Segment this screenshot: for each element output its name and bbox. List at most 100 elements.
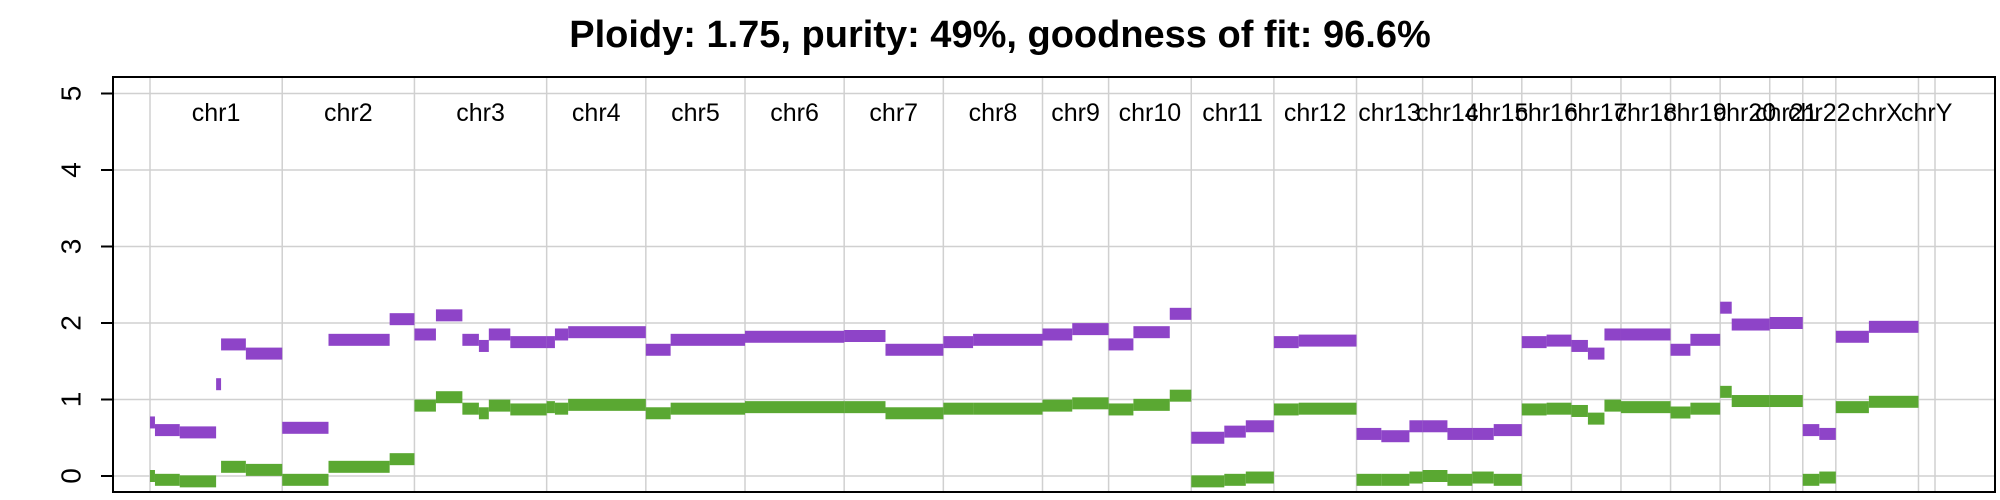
total-copy-segment	[414, 328, 436, 341]
minor-copy-segment	[1802, 473, 1820, 486]
total-copy-segment	[282, 421, 329, 434]
y-tick-label: 1	[55, 392, 86, 408]
minor-copy-segment	[1546, 402, 1572, 415]
total-copy-segment	[1133, 326, 1170, 339]
minor-copy-segment	[1108, 403, 1134, 416]
chromosome-label: chr14	[1416, 99, 1479, 127]
plot-frame	[112, 76, 1996, 493]
total-copy-segment	[973, 333, 1043, 346]
total-copy-segment	[1571, 339, 1588, 352]
minor-copy-segment	[510, 403, 547, 416]
y-tick-label: 2	[55, 315, 86, 331]
total-copy-segment	[1690, 333, 1721, 346]
minor-copy-segment	[389, 453, 415, 466]
minor-copy-segment	[1273, 403, 1299, 416]
total-copy-segment	[670, 333, 745, 346]
total-copy-segment	[645, 343, 671, 356]
minor-copy-segment	[1731, 395, 1770, 408]
minor-copy-segment	[478, 407, 489, 420]
total-copy-segment	[1298, 334, 1357, 347]
total-copy-segment	[1356, 427, 1382, 440]
minor-copy-segment	[885, 407, 944, 420]
total-copy-segment	[745, 330, 845, 343]
minor-copy-segment	[414, 399, 436, 412]
minor-copy-segment	[973, 402, 1043, 415]
chromosome-label: chr9	[1051, 99, 1100, 127]
total-copy-segment	[568, 326, 646, 339]
chromosome-label: chr2	[324, 99, 373, 127]
total-copy-segment	[1802, 424, 1820, 437]
total-copy-segment	[1731, 318, 1770, 331]
chromosome-label: chr6	[770, 99, 819, 127]
total-copy-segment	[1493, 424, 1522, 437]
total-copy-segment	[1422, 420, 1448, 433]
total-copy-segment	[885, 343, 944, 356]
total-copy-segment	[1108, 338, 1134, 351]
chromosome-label: chrX	[1851, 99, 1903, 127]
minor-copy-segment	[1472, 471, 1494, 484]
chromosome-label: chr20	[1714, 99, 1777, 127]
y-tick-label: 3	[55, 239, 86, 255]
chromosome-labels: chr1 chr2 chr3 chr4 chr5 chr6 chr7 chr8 chr9 chr1…	[192, 99, 1953, 127]
minor-copy-segment	[1769, 395, 1803, 408]
total-copy-segment	[478, 339, 489, 352]
minor-copy-segment	[328, 460, 390, 473]
minor-copy-segment	[1409, 471, 1423, 484]
total-copy-segment	[1587, 347, 1605, 360]
minor-copy-segment	[1133, 398, 1170, 411]
chromosome-label: chr1	[192, 99, 241, 127]
y-tick-label: 5	[55, 86, 86, 102]
chromosome-label: chr15	[1466, 99, 1529, 127]
total-copy-segment	[1042, 328, 1073, 341]
minor-copy-segment	[1447, 473, 1473, 486]
segments-layer	[150, 301, 1919, 488]
minor-copy-segment	[221, 460, 246, 473]
minor-copy-segment	[568, 398, 646, 411]
chart-title: Ploidy: 1.75, purity: 49%, goodness of f…	[569, 14, 1431, 56]
chromosome-label: chr22	[1788, 99, 1851, 127]
minor-copy-segment	[546, 401, 555, 414]
chromosome-label: chr8	[969, 99, 1018, 127]
total-copy-segment	[154, 424, 180, 437]
total-copy-segment	[1546, 334, 1572, 347]
minor-copy-segment	[1191, 475, 1225, 488]
total-copy-segment	[1409, 420, 1423, 433]
minor-copy-segment	[435, 391, 463, 404]
minor-copy-segment	[1356, 473, 1382, 486]
total-copy-segment	[488, 328, 511, 341]
minor-copy-segment	[1835, 401, 1869, 414]
minor-copy-segment	[1521, 403, 1547, 416]
chromosome-label: chr12	[1284, 99, 1347, 127]
minor-copy-segment	[1224, 473, 1246, 486]
total-copy-segment	[1191, 431, 1225, 444]
minor-copy-segment	[1604, 399, 1621, 412]
minor-copy-segment	[1381, 473, 1410, 486]
minor-copy-segment	[745, 401, 845, 414]
total-copy-segment	[150, 416, 155, 429]
total-copy-segment	[1245, 420, 1274, 433]
minor-copy-segment	[943, 402, 974, 415]
total-copy-segment	[389, 313, 415, 326]
minor-copy-segment	[1620, 401, 1671, 414]
chromosome-label: chr17	[1565, 99, 1628, 127]
chromosome-label: chr5	[671, 99, 720, 127]
total-copy-segment	[1620, 328, 1671, 341]
minor-copy-segment	[150, 470, 155, 482]
total-copy-segment	[221, 338, 246, 351]
total-copy-segment	[216, 378, 222, 391]
total-copy-segment	[1720, 301, 1732, 314]
grid-lines	[113, 77, 1995, 492]
minor-copy-segment	[1169, 389, 1192, 402]
minor-copy-segment	[488, 399, 511, 412]
total-copy-segment	[1604, 328, 1621, 341]
chromosome-label: chr13	[1358, 99, 1421, 127]
chromosome-label: chr16	[1515, 99, 1578, 127]
chromosome-label: chr19	[1664, 99, 1727, 127]
total-copy-segment	[1670, 343, 1691, 356]
y-axis: 0 1 2 3 4 5	[55, 77, 114, 492]
total-copy-segment	[1835, 330, 1869, 343]
minor-copy-segment	[1493, 473, 1522, 486]
minor-copy-segment	[1720, 385, 1732, 398]
total-copy-segment	[844, 330, 886, 343]
